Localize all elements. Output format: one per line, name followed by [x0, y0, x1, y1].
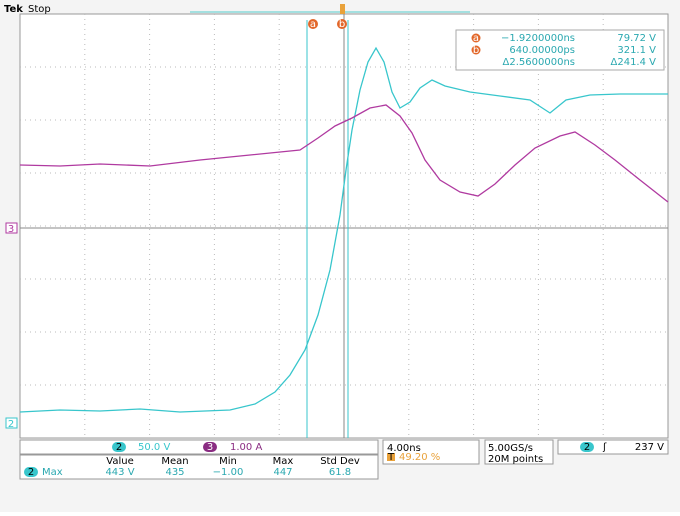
ch3-trace — [19, 104, 669, 203]
trigger-level: 237 V — [635, 442, 664, 453]
cursor-time: Δ2.5600000ns — [503, 57, 575, 68]
meas-header: Std Dev — [320, 456, 360, 467]
badge-label: 2 — [116, 442, 122, 453]
ch3-badge — [203, 442, 217, 452]
meas-header: Max — [273, 456, 294, 467]
cursor-badge — [471, 33, 481, 43]
acquisition-box — [484, 439, 554, 465]
meas-header: Value — [106, 456, 133, 467]
cursor-readout — [455, 29, 665, 71]
cursor-value: 321.1 V — [617, 45, 656, 56]
measurement-box — [19, 454, 379, 480]
meas-badge — [24, 467, 38, 477]
timebase-scale: 4.00ns — [387, 443, 421, 454]
cursor-label: b — [339, 19, 345, 30]
marker-label: 2 — [8, 419, 14, 430]
trigger-badge — [387, 453, 395, 461]
meas-value: 447 — [273, 467, 292, 478]
meas-value: 435 — [165, 467, 184, 478]
meas-name: Max — [42, 467, 63, 478]
meas-header: Mean — [161, 456, 188, 467]
ch3-marker — [5, 222, 18, 234]
cursor-value: 79.72 V — [617, 33, 656, 44]
trigger-slope: ʃ — [602, 442, 607, 453]
badge-label: T — [387, 452, 395, 463]
status: Stop — [28, 4, 51, 15]
cursor-label: b — [473, 45, 479, 56]
cursor-badge — [337, 19, 347, 29]
meas-value: 61.8 — [329, 467, 351, 478]
trigger-source — [580, 442, 594, 452]
ch2-trace — [19, 46, 668, 413]
meas-value: 443 V — [105, 467, 134, 478]
timebase-box — [382, 439, 480, 465]
ch2-badge — [112, 442, 126, 452]
cursor-label: a — [473, 33, 479, 44]
cursor-time: 640.00000ps — [509, 45, 575, 56]
sample-rate: 5.00GS/s — [488, 443, 533, 454]
badge-label: 3 — [207, 442, 213, 453]
meas-header: Min — [219, 456, 237, 467]
readout-rows: a −1.9200000ns 79.72 Vb 640.00000ps 321.1 VΔ… — [471, 33, 657, 68]
record-length: 20M points — [488, 454, 543, 465]
trigger-marker — [340, 4, 345, 14]
measurements: Value Mean Min Max Std Dev 2 Max 443 V 435 −1.00 4… — [24, 456, 360, 478]
ch2-marker — [5, 417, 18, 429]
trigger-position: 49.20 % — [399, 452, 440, 463]
badge-label: 2 — [28, 467, 34, 478]
cursor-time: −1.9200000ns — [501, 33, 575, 44]
marker-label: 3 — [8, 224, 14, 235]
badge-label: 2 — [584, 442, 590, 453]
cursor-value: Δ241.4 V — [611, 57, 657, 68]
ch2-scale: 50.0 V — [138, 442, 170, 453]
ch3-scale: 1.00 A — [230, 442, 262, 453]
cursor-label: a — [310, 19, 316, 30]
cursor-badge — [471, 45, 481, 55]
brand: Tek — [4, 4, 23, 15]
channel-bar — [19, 439, 379, 455]
cursor-badge — [308, 19, 318, 29]
meas-value: −1.00 — [213, 467, 244, 478]
